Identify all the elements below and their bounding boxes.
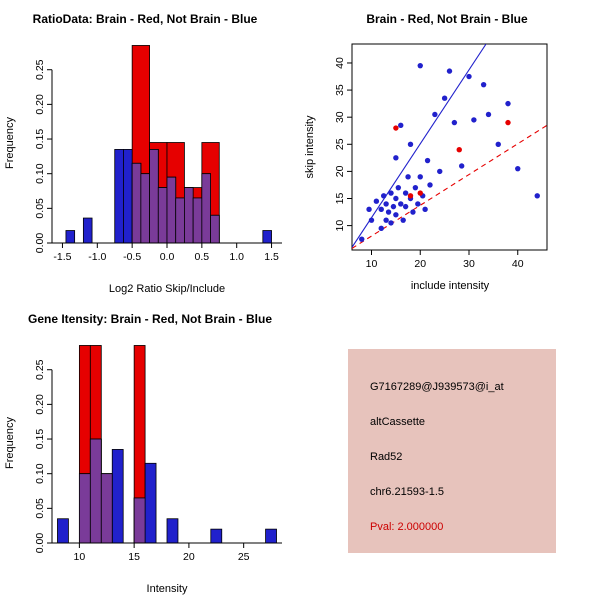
svg-text:20: 20 (183, 551, 195, 563)
gene-info-box: G7167289@J939573@i_at altCassette Rad52 … (348, 349, 556, 553)
svg-text:35: 35 (334, 84, 346, 96)
svg-text:10: 10 (334, 220, 346, 232)
svg-text:-0.5: -0.5 (123, 251, 141, 263)
ratio-histogram-title: RatioData: Brain - Red, Not Brain - Blue (33, 12, 258, 26)
gene-info-panel: G7167289@J939573@i_at altCassette Rad52 … (300, 300, 600, 600)
svg-text:15: 15 (334, 193, 346, 205)
svg-text:0.25: 0.25 (34, 59, 46, 80)
svg-text:0.15: 0.15 (34, 429, 46, 450)
ratio-histogram-plot-area: -1.5 -1.0 -0.5 0.0 0.5 1.0 1.5 0.00 0.05 0.10 0.15… (34, 45, 282, 263)
svg-text:20: 20 (334, 165, 346, 177)
intensity-scatter-panel: Brain - Red, Not Brain - Blue include in… (300, 0, 600, 300)
svg-text:30: 30 (334, 111, 346, 123)
intensity-scatter-title: Brain - Red, Not Brain - Blue (366, 12, 528, 26)
svg-text:20: 20 (414, 258, 426, 270)
gene-name-text: Rad52 (370, 451, 403, 463)
svg-text:0.20: 0.20 (34, 394, 46, 415)
svg-text:40: 40 (334, 57, 346, 69)
svg-text:25: 25 (238, 551, 250, 563)
svg-text:0.00: 0.00 (34, 533, 46, 554)
splice-type-text: altCassette (370, 416, 426, 428)
locus-text: chr6.21593-1.5 (370, 486, 444, 498)
svg-text:-1.5: -1.5 (53, 251, 71, 263)
gene-intensity-histogram-ylabel: Frequency (4, 417, 16, 469)
svg-text:0.15: 0.15 (34, 129, 46, 150)
svg-text:0.05: 0.05 (34, 498, 46, 519)
svg-text:0.25: 0.25 (34, 359, 46, 380)
gene-intensity-histogram: Gene Itensity: Brain - Red, Not Brain - … (4, 312, 282, 595)
svg-text:1.5: 1.5 (264, 251, 279, 263)
svg-text:15: 15 (128, 551, 140, 563)
svg-text:0.20: 0.20 (34, 94, 46, 115)
ratio-histogram-panel: RatioData: Brain - Red, Not Brain - Blue… (0, 0, 300, 300)
gene-intensity-histogram-title: Gene Itensity: Brain - Red, Not Brain - … (28, 312, 272, 326)
intensity-scatter-plot-area: 10 20 30 40 10 15 20 25 30 35 40 (334, 43, 548, 270)
ratio-histogram-ylabel: Frequency (4, 117, 16, 169)
svg-text:-1.0: -1.0 (88, 251, 106, 263)
gene-intensity-histogram-panel: Gene Itensity: Brain - Red, Not Brain - … (0, 300, 300, 600)
gene-intensity-histogram-xlabel: Intensity (147, 583, 188, 595)
svg-text:10: 10 (74, 551, 86, 563)
svg-text:0.10: 0.10 (34, 163, 46, 184)
svg-text:10: 10 (366, 258, 378, 270)
intensity-scatter-ylabel: skip intensity (304, 115, 316, 178)
probe-id-text: G7167289@J939573@i_at (370, 381, 504, 393)
svg-text:30: 30 (463, 258, 475, 270)
svg-text:0.10: 0.10 (34, 463, 46, 484)
ratio-histogram-xlabel: Log2 Ratio Skip/Include (109, 283, 225, 295)
svg-text:0.0: 0.0 (160, 251, 175, 263)
intensity-scatter-xlabel: include intensity (411, 280, 490, 292)
svg-text:0.00: 0.00 (34, 233, 46, 254)
svg-text:0.5: 0.5 (195, 251, 210, 263)
pval-text: Pval: 2.000000 (370, 521, 444, 533)
svg-text:25: 25 (334, 138, 346, 150)
ratio-histogram: RatioData: Brain - Red, Not Brain - Blue… (4, 12, 282, 295)
svg-text:0.05: 0.05 (34, 198, 46, 219)
svg-text:40: 40 (512, 258, 524, 270)
gene-intensity-histogram-plot-area: 10 15 20 25 0.00 0.05 0.10 0.15 0.20 0.25 (34, 345, 282, 563)
intensity-scatter: Brain - Red, Not Brain - Blue include in… (304, 12, 548, 292)
svg-text:1.0: 1.0 (229, 251, 244, 263)
